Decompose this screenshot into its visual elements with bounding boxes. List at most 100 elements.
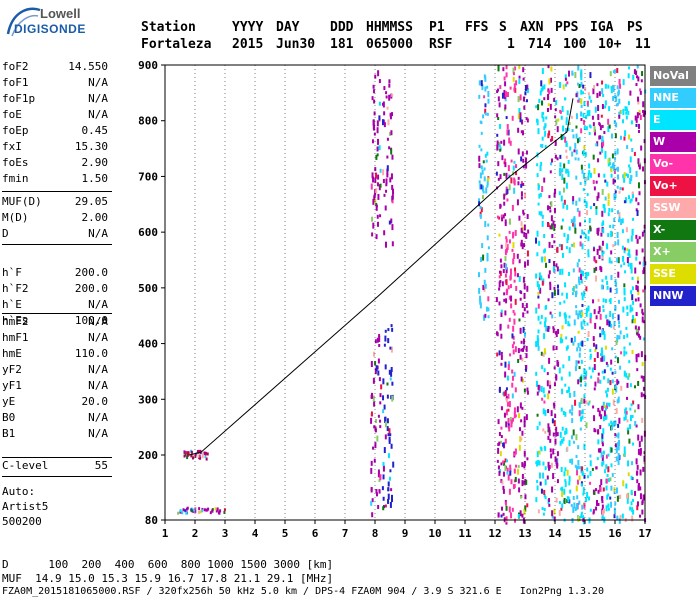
echo-point [518, 215, 521, 221]
echo-point [588, 163, 591, 169]
x-tick-label: 5 [282, 527, 289, 540]
logo-digisonde: DIGISONDE [14, 22, 86, 36]
echo-point [575, 434, 578, 441]
x-tick-label: 17 [638, 527, 651, 540]
echo-point [621, 245, 624, 250]
echo-point [500, 362, 503, 366]
echo-point [505, 116, 508, 120]
echo-point [523, 232, 526, 238]
echo-point [599, 125, 602, 131]
echo-point [216, 508, 219, 512]
param-row-hmF1: hmF1 N/A [2, 331, 108, 347]
echo-point [623, 262, 626, 266]
echo-point [484, 86, 487, 92]
echo-point [588, 170, 591, 175]
echo-point [388, 146, 391, 150]
echo-point [385, 95, 388, 99]
echo-point [377, 174, 380, 180]
c-level-row: C-level 55 [2, 459, 108, 475]
echo-point [555, 263, 558, 268]
echo-point [486, 235, 489, 241]
echo-point [595, 260, 598, 264]
echo-point [619, 110, 622, 115]
echo-point [522, 130, 525, 136]
echo-point [372, 176, 375, 183]
echo-point [390, 395, 393, 400]
echo-point [599, 379, 602, 384]
echo-point [560, 225, 563, 230]
echo-point [627, 428, 630, 435]
echo-point [593, 129, 596, 136]
echo-point [586, 467, 589, 472]
echo-point [543, 233, 546, 238]
echo-point [629, 407, 632, 411]
echo-point [536, 119, 539, 126]
echo-point [540, 351, 543, 356]
echo-point [547, 298, 550, 302]
echo-point [603, 404, 606, 408]
echo-point [497, 117, 500, 121]
echo-point [620, 135, 623, 140]
echo-point [568, 371, 571, 377]
echo-point [386, 155, 389, 159]
echo-point [580, 111, 583, 117]
echo-point [510, 421, 513, 428]
echo-point [561, 325, 564, 330]
echo-point [564, 383, 567, 387]
echo-point [487, 246, 490, 250]
echo-point [548, 130, 551, 136]
echo-point [637, 333, 640, 338]
echo-point [603, 369, 606, 374]
echo-point [597, 439, 600, 445]
echo-point [196, 450, 199, 454]
echo-point [610, 87, 613, 94]
echo-point [547, 423, 550, 429]
echo-point [537, 315, 540, 321]
echo-point [580, 511, 583, 515]
echo-point [568, 122, 571, 126]
echo-point [513, 87, 516, 92]
echo-point [536, 413, 539, 417]
echo-point [513, 407, 516, 414]
echo-point [561, 168, 564, 173]
echo-point [639, 469, 642, 476]
echo-point [637, 99, 640, 105]
echo-point [381, 119, 384, 126]
echo-point [496, 215, 499, 219]
echo-point [574, 399, 577, 406]
x-tick-label: 6 [312, 527, 319, 540]
echo-point [606, 474, 609, 478]
echo-point [562, 135, 565, 140]
echo-point [551, 510, 554, 517]
echo-point [197, 454, 200, 458]
echo-point [540, 100, 543, 106]
echo-point [560, 169, 563, 176]
param-label: foF1 [2, 76, 29, 89]
echo-point [517, 181, 520, 186]
echo-point [629, 304, 632, 310]
echo-point [377, 138, 380, 145]
echo-point [583, 374, 586, 380]
echo-point [511, 369, 514, 374]
echo-point [510, 479, 513, 485]
echo-point [518, 427, 521, 432]
echo-point [564, 83, 567, 87]
echo-point [537, 345, 540, 351]
echo-point [519, 436, 522, 443]
echo-point [605, 361, 608, 365]
logo-lowell: Lowell [40, 6, 81, 21]
header-value-1: 2015 [232, 37, 264, 52]
echo-point [561, 292, 564, 296]
param-row-B0: B0 N/A [2, 411, 108, 427]
echo-point [497, 447, 500, 454]
echo-point [576, 138, 579, 144]
echo-point [559, 431, 562, 438]
echo-point [601, 210, 604, 217]
echo-point [495, 331, 498, 336]
echo-point [639, 114, 642, 120]
y-tick-label: 900 [138, 59, 158, 72]
echo-point [629, 308, 632, 313]
echo-point [578, 83, 581, 88]
echo-point [384, 329, 387, 333]
echo-point [593, 126, 596, 133]
